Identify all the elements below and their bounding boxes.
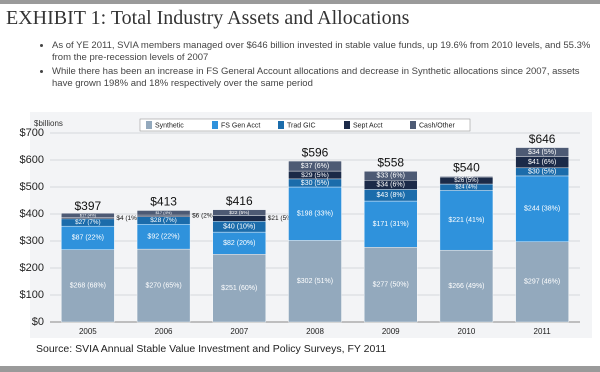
bullet-list: As of YE 2011, SVIA members managed over… [40,40,592,92]
legend-swatch [146,121,152,129]
bar-segment [212,215,266,222]
segment-label: $26 (5%) [454,178,478,184]
segment-label: $302 (51%) [297,278,333,285]
segment-label: $82 (20%) [223,240,255,247]
y-tick-label: $100 [20,289,44,301]
y-tick-label: $500 [20,181,44,193]
bar-segment [212,209,266,216]
total-label: $558 [377,156,404,170]
legend-label: Trad GIC [287,122,316,129]
bar-segment [136,248,191,323]
segment-label: $34 (6%) [377,182,405,189]
y-tick-label: $0 [32,316,44,328]
segment-label: $27 (7%) [75,219,101,226]
bottom-strip [0,366,600,372]
exhibit-title: EXHIBIT 1: Total Industry Assets and All… [6,7,410,29]
bar-segment [439,249,494,323]
y-tick-label: $700 [20,127,44,139]
segment-label: $251 (60%) [221,285,257,292]
x-tick-label: 2007 [230,327,248,336]
source-note: Source: SVIA Annual Stable Value Investm… [36,343,387,355]
bar-segment [439,190,494,251]
bar-segment [61,212,115,218]
legend-label: FS Gen Acct [221,122,260,129]
segment-label: $17 (4%) [80,213,97,218]
legend-swatch [410,121,416,129]
top-strip [0,0,600,4]
segment-label: $277 (50%) [373,281,409,288]
x-tick-label: 2008 [306,327,324,336]
y-tick-label: $400 [20,208,44,220]
segment-label: $171 (31%) [373,221,409,228]
legend-swatch [212,121,218,129]
segment-label: $43 (8%) [377,192,405,199]
total-label: $596 [302,145,329,159]
segment-label-outside: $21 (5%) [268,215,294,222]
segment-label: $34 (5%) [528,149,556,156]
bar-segment [364,200,418,248]
chart: $billions $0 $100 $200 $300 $400 $500 $600 $700… [20,112,592,338]
total-label: $646 [529,132,556,146]
bar-segment [515,241,569,323]
segment-label: $297 (46%) [524,279,560,286]
legend-swatch [278,121,284,129]
segment-label-outside: $4 (1%) [116,215,139,222]
segment-label: $92 (22%) [147,234,179,241]
bar-segment [288,240,342,323]
bar-segment [364,247,418,323]
segment-label: $198 (33%) [297,211,333,218]
segment-label: $268 (68%) [70,283,106,290]
total-label: $413 [150,195,177,209]
segment-label: $41 (6%) [528,159,556,166]
bar-segment [136,224,191,250]
segment-label: $17 (4%) [155,210,172,215]
total-label: $416 [226,194,253,208]
legend-box [139,118,471,132]
x-tick-label: 2005 [79,327,97,336]
segment-label: $3 (1%) [459,174,474,179]
segment-label: $221 (41%) [448,217,484,224]
y-tick-label: $300 [20,235,44,247]
segment-label: $30 (5%) [528,169,556,176]
bar-segment [288,160,342,172]
segment-label: $270 (65%) [145,282,181,289]
segment-label: $30 (5%) [301,180,329,187]
bullet: As of YE 2011, SVIA members managed over… [52,40,592,64]
y-tick-label: $600 [20,154,44,166]
legend-label: Synthetic [155,122,184,129]
bar-segment [136,214,191,217]
y-tick-label: $200 [20,262,44,274]
segment-label: $22 (5%) [229,210,249,216]
x-tick-label: 2009 [382,327,400,336]
segment-label: $24 (4%) [455,185,477,191]
segment-label: $37 (6%) [301,163,329,170]
segment-label: $266 (49%) [448,283,484,290]
x-tick-label: 2011 [534,327,552,336]
segment-label: $28 (7%) [150,217,177,224]
total-label: $397 [75,199,102,213]
legend-label: Cash/Other [419,122,455,129]
bar-segment [515,147,569,157]
legend-label: Sept Acct [353,122,383,129]
segment-label: $87 (22%) [72,235,104,242]
segment-label: $40 (10%) [223,224,255,231]
x-tick-label: 2010 [458,327,476,336]
bullet: While there has been an increase in FS G… [52,66,592,90]
segment-label: $29 (5%) [301,172,329,179]
bar-segment [439,175,494,178]
total-label: $540 [453,160,480,174]
x-tick-label: 2006 [155,327,173,336]
segment-label-outside: $6 (2%) [192,213,215,220]
bar-segment [61,249,115,323]
bar-segment [364,171,418,181]
bar-segment [288,186,342,241]
y-axis-unit: $billions [34,119,63,128]
legend-swatch [344,121,350,129]
segment-label: $33 (6%) [377,173,405,180]
bar-segment [136,210,191,216]
segment-label: $244 (38%) [524,206,560,213]
